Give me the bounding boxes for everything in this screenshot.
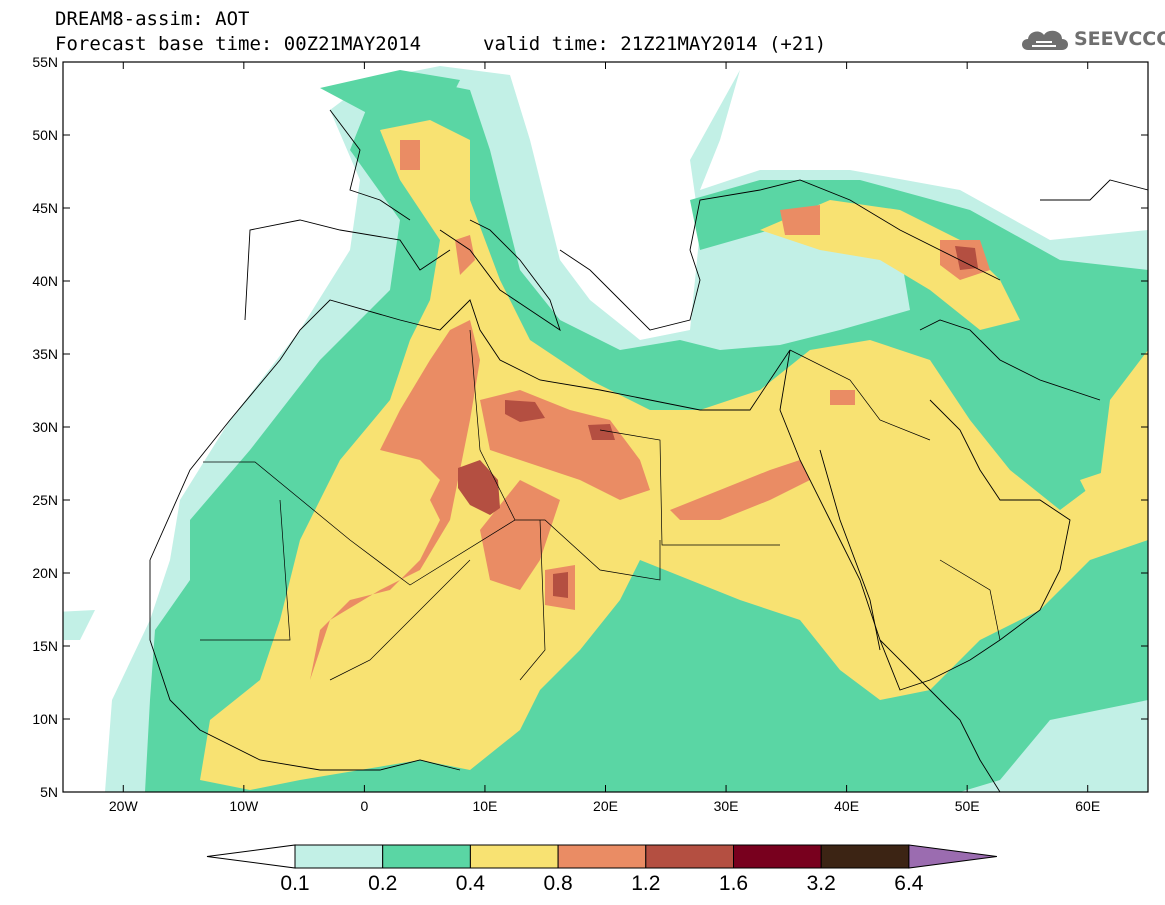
lat-tick-label: 25N [32, 492, 58, 508]
colorbar-label: 0.2 [368, 872, 397, 895]
lon-tick-label: 20E [593, 798, 618, 814]
lat-tick-label: 10N [32, 711, 58, 727]
colorbar-swatch [294, 844, 384, 869]
lon-tick-label: 50E [955, 798, 980, 814]
lat-tick-label: 55N [32, 54, 58, 70]
lat-tick-label: 40N [32, 273, 58, 289]
colorbar-label: 3.2 [807, 872, 836, 895]
colorbar-swatch [382, 844, 471, 869]
aot-band-1.2-1.6 [458, 246, 978, 598]
aot-band-0.4-0.8 [200, 120, 1148, 790]
lat-tick-label: 35N [32, 346, 58, 362]
colorbar-label: 0.8 [543, 872, 572, 895]
colorbar: 0.1 0.2 0.4 0.8 1.2 1.6 3.2 6.4 [206, 844, 997, 895]
colorbar-label: 0.1 [280, 872, 309, 895]
country-borders [200, 329, 1001, 681]
colorbar-label: 0.4 [456, 872, 486, 895]
logo-text: SEEVCCC [1074, 28, 1165, 50]
lon-tick-label: 20W [109, 798, 139, 814]
lat-tick-label: 45N [32, 200, 58, 216]
colorbar-swatch [557, 844, 647, 869]
lat-tick-label: 30N [32, 419, 58, 435]
lon-tick-label: 30E [714, 798, 739, 814]
coastlines [149, 109, 1148, 792]
lat-tick-label: 15N [32, 638, 58, 654]
lat-tick-label: 20N [32, 565, 58, 581]
lon-tick-label: 10W [229, 798, 259, 814]
aot-field [63, 66, 1148, 792]
colorbar-swatch [645, 844, 734, 869]
lon-tick-label: 40E [834, 798, 859, 814]
lon-tick-label: 60E [1075, 798, 1100, 814]
cloud-icon [1022, 30, 1068, 50]
title-base-time: Forecast base time: 00Z21MAY2014 [55, 33, 422, 55]
title-valid-time: valid time: 21Z21MAY2014 (+21) [483, 33, 827, 55]
colorbar-label: 1.6 [719, 872, 748, 895]
longitude-axis: 20W 10W 0 10E 20E 30E 40E 50E 60E [109, 62, 1100, 814]
lon-tick-label: 0 [360, 798, 368, 814]
colorbar-swatch [733, 844, 822, 869]
colorbar-swatch [469, 844, 559, 869]
colorbar-label: 1.2 [631, 872, 660, 895]
latitude-axis: 55N 50N 45N 40N 35N 30N 25N 20N 15N 10N 5N [32, 54, 1148, 800]
lat-tick-label: 5N [40, 784, 58, 800]
colorbar-label: 6.4 [894, 872, 924, 895]
aot-band-0.8-1.2 [310, 140, 990, 680]
title-line-1: DREAM8-assim: AOT [55, 8, 250, 30]
lat-tick-label: 50N [32, 127, 58, 143]
colorbar-arrow-low [206, 844, 296, 869]
colorbar-arrow-high [908, 844, 997, 869]
seevccc-logo: SEEVCCC [1018, 22, 1165, 56]
lon-tick-label: 10E [472, 798, 497, 814]
colorbar-swatch [820, 844, 910, 869]
